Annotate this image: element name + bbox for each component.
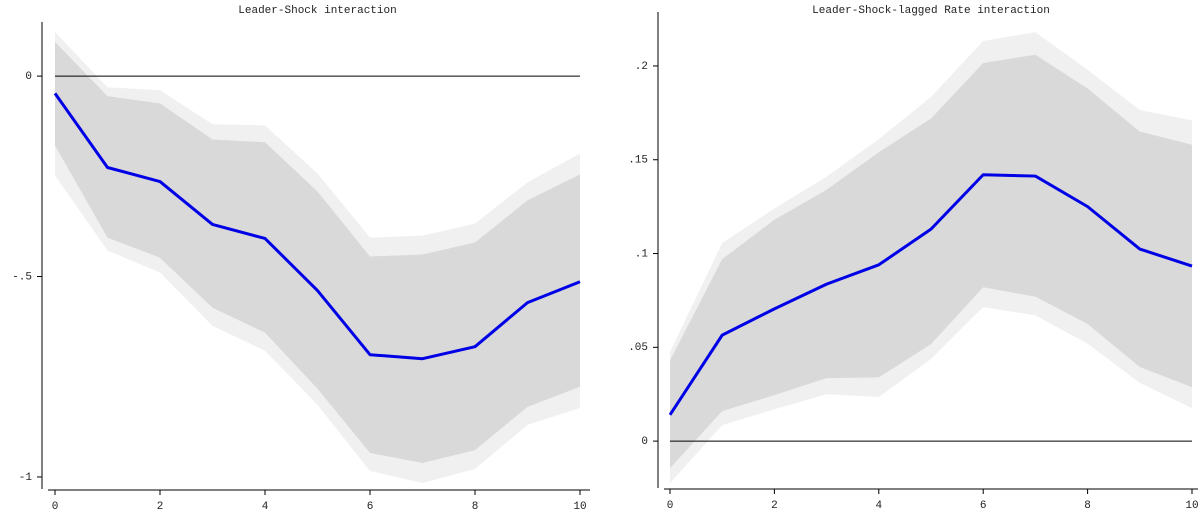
line	[53, 92, 581, 361]
y-tick-label: .05	[628, 342, 648, 354]
x-tick-label: 8	[472, 501, 479, 513]
y-tick-label: .1	[635, 248, 649, 260]
x-tick-label: 4	[262, 501, 269, 513]
x-tick-label: 6	[980, 500, 987, 512]
x-tick-label: 6	[367, 501, 374, 513]
x-tick-label: 4	[875, 500, 882, 512]
y-tick-label: .15	[628, 155, 648, 167]
chart-title: Leader-Shock interaction	[238, 5, 396, 17]
x-tick-label: 8	[1084, 500, 1091, 512]
x-tick-label: 10	[573, 501, 586, 513]
confidence-band	[670, 54, 1192, 469]
x-tick-label: 10	[1185, 500, 1198, 512]
x-tick-label: 0	[52, 501, 59, 513]
x-tick-label: 2	[771, 500, 778, 512]
y-tick-label: -1	[19, 472, 33, 484]
y-tick-label: .2	[635, 61, 648, 73]
y-tick-label: 0	[25, 71, 32, 83]
y-tick-label: -.5	[12, 271, 32, 283]
chart-title: Leader-Shock-lagged Rate interaction	[812, 5, 1050, 17]
confidence-band	[55, 42, 580, 463]
x-tick-label: 0	[667, 500, 674, 512]
y-tick-label: 0	[641, 436, 648, 448]
x-tick-label: 2	[157, 501, 164, 513]
line	[668, 173, 1193, 416]
